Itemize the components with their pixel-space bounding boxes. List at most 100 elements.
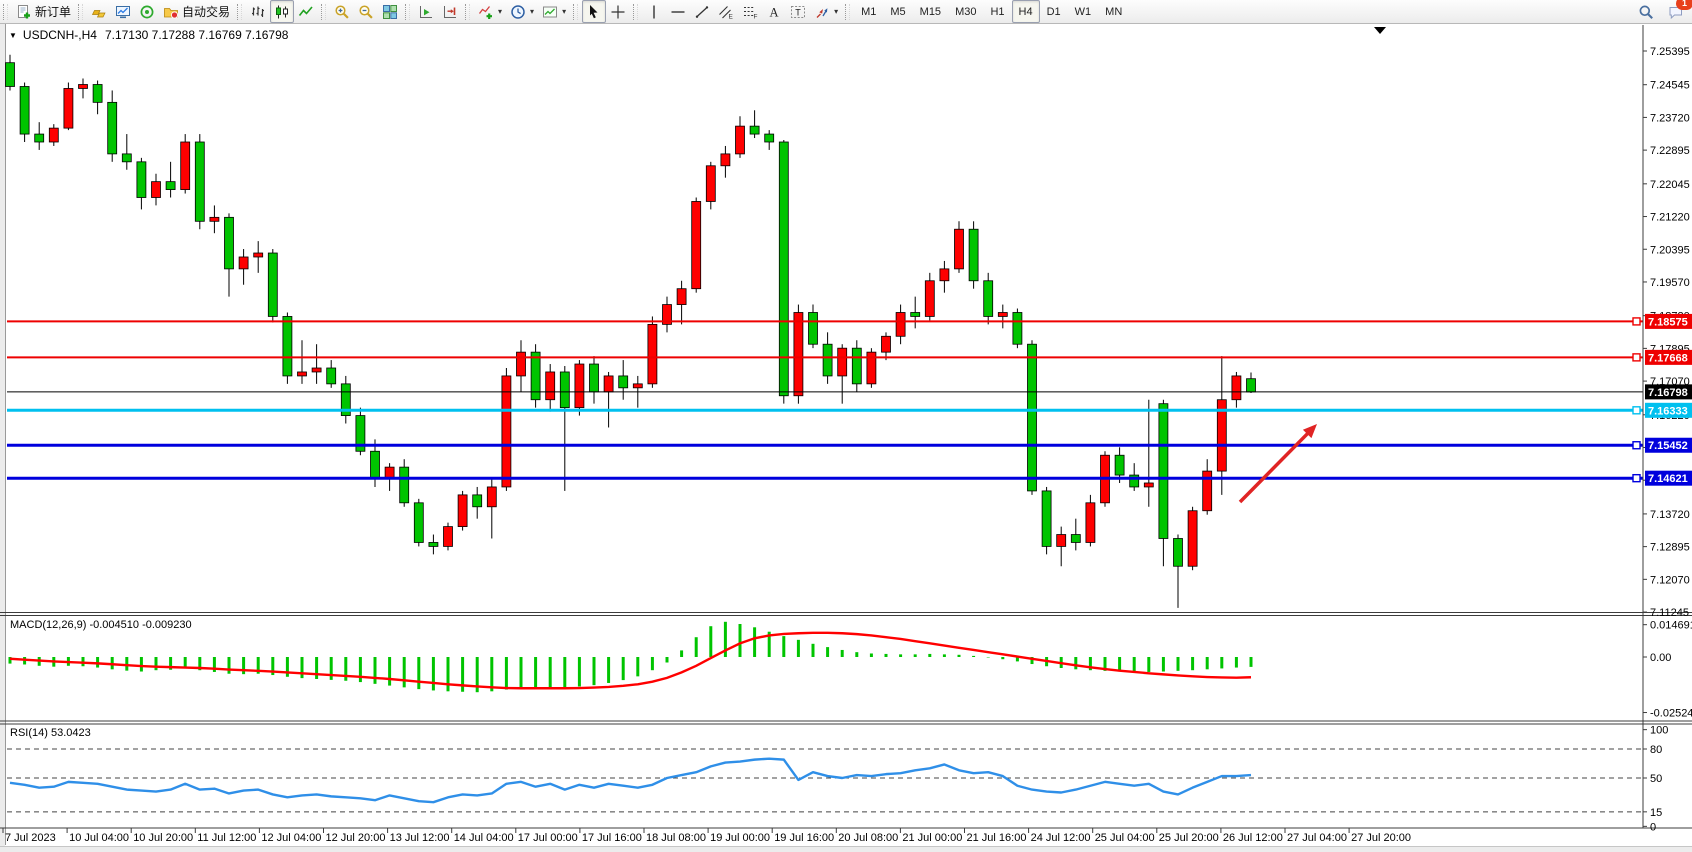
new-order-button[interactable]: 新订单	[12, 0, 75, 23]
line-mode-button[interactable]	[294, 0, 318, 23]
rsi-axis-label: 50	[1650, 773, 1662, 785]
candlestick	[413, 502, 424, 543]
label-tool-icon: T	[790, 4, 806, 20]
tf-m15-label: M15	[919, 5, 942, 18]
chart-shift-icon	[442, 4, 458, 20]
channel-tool-icon: E	[718, 4, 734, 20]
channel-tool-button[interactable]: E	[714, 0, 738, 23]
bottom-window-edge	[0, 846, 1692, 852]
candles-mode-button[interactable]	[270, 0, 295, 23]
tf-m30-button[interactable]: M30	[948, 0, 983, 23]
candlestick	[851, 347, 862, 385]
horizontal-line-tool-button[interactable]	[666, 0, 690, 23]
toolbar-right: 1	[1634, 0, 1692, 23]
tf-h1-button[interactable]: H1	[983, 0, 1011, 23]
trend-arrow-annotation[interactable]	[1238, 428, 1313, 504]
chart-canvas[interactable]: 7.25395 7.24545 7.23720 7.22895 7.22045 7.212…	[0, 24, 1692, 851]
macd-indicator-label: MACD(12,26,9) -0.004510 -0.009230	[10, 619, 192, 631]
indicators-menu-dropdown-icon[interactable]: ▾	[498, 7, 503, 16]
price-axis-label: 7.12895	[1650, 542, 1690, 554]
templates-menu-dropdown-icon[interactable]: ▾	[562, 7, 567, 16]
price-tag-7.16333	[1645, 402, 1692, 418]
crosshair-tool-button[interactable]	[606, 0, 630, 23]
templates-menu-button[interactable]: ▾	[538, 0, 570, 23]
price-line-handle[interactable]	[1632, 317, 1641, 326]
price-axis-label: 7.22895	[1650, 145, 1690, 157]
tf-m15-button[interactable]: M15	[913, 0, 948, 23]
toolbar-group-services: 自动交易	[87, 0, 234, 23]
symbol-menu-icon[interactable]: ▼	[9, 30, 17, 40]
tile-windows-button[interactable]	[378, 0, 402, 23]
price-axis-label: 7.24545	[1650, 80, 1690, 92]
candlestick	[92, 84, 103, 103]
chart-window[interactable]: 7.25395 7.24545 7.23720 7.22895 7.22045 7.212…	[0, 24, 1692, 852]
candlestick	[822, 343, 833, 377]
candlestick	[997, 312, 1008, 317]
tf-m5-button[interactable]: M5	[883, 0, 912, 23]
fibonacci-tool-button[interactable]: F	[738, 0, 762, 23]
trendline-tool-button[interactable]	[690, 0, 714, 23]
time-axis-label: 7 Jul 2023	[5, 832, 56, 844]
market-window-button[interactable]	[111, 0, 135, 23]
candlestick	[297, 371, 307, 377]
gold-service-button[interactable]	[87, 0, 111, 23]
vertical-line-tool-button[interactable]	[642, 0, 666, 23]
price-line-handle[interactable]	[1632, 353, 1641, 362]
candlestick	[34, 133, 45, 143]
candlestick	[1012, 312, 1023, 345]
toolbar-grip	[573, 3, 579, 20]
bars-mode-button[interactable]	[246, 0, 270, 23]
macd-axis-label: -0.02524	[1650, 708, 1692, 720]
rsi-indicator-label: RSI(14) 53.0423	[10, 727, 91, 739]
tf-h4-button[interactable]: H4	[1011, 0, 1040, 23]
zoom-in-button[interactable]	[330, 0, 354, 23]
price-line-handle[interactable]	[1632, 473, 1641, 483]
tf-d1-button[interactable]: D1	[1040, 0, 1068, 23]
candlestick	[136, 161, 147, 198]
rsi-axis-label: 80	[1650, 744, 1662, 756]
text-tool-button[interactable]: A	[762, 0, 786, 23]
price-axis-label: 7.21220	[1650, 212, 1690, 224]
tf-mn-button[interactable]: MN	[1098, 0, 1129, 23]
price-axis-label: 7.20395	[1650, 244, 1690, 256]
periods-menu-dropdown-icon[interactable]: ▾	[530, 7, 535, 16]
candlestick	[1070, 534, 1081, 543]
price-line-handle[interactable]	[1632, 406, 1641, 415]
candlestick	[866, 351, 877, 385]
tf-m30-label: M30	[955, 5, 977, 18]
candlestick	[399, 466, 410, 504]
time-axis-label: 14 Jul 04:00	[454, 832, 514, 844]
time-axis-label: 27 Jul 20:00	[1351, 832, 1411, 844]
svg-text:E: E	[729, 13, 734, 20]
notifications-button[interactable]: 1	[1664, 0, 1692, 23]
candlestick	[253, 252, 264, 258]
zoom-out-button[interactable]	[354, 0, 378, 23]
toolbar: 新订单 自动交易 ▾ ▾ ▾ E F A T ▾ M1 M5 M15 M30 H1 H4 D1 W1 MN 1	[0, 0, 1692, 24]
indicators-menu-button[interactable]: ▾	[474, 0, 506, 23]
time-axis-label: 27 Jul 04:00	[1287, 832, 1347, 844]
candlestick	[224, 216, 234, 270]
price-line-handle[interactable]	[1632, 441, 1641, 450]
time-axis-label: 20 Jul 08:00	[838, 832, 898, 844]
tf-w1-button[interactable]: W1	[1068, 0, 1099, 23]
arrows-tool-dropdown-icon[interactable]: ▾	[834, 7, 839, 16]
tf-m1-button[interactable]: M1	[854, 0, 883, 23]
tf-m5-label: M5	[890, 5, 906, 18]
toolbar-grip	[465, 3, 471, 20]
candlestick	[267, 252, 278, 317]
svg-text:A: A	[770, 5, 779, 19]
chart-shift-button[interactable]	[438, 0, 462, 23]
cursor-tool-button[interactable]	[582, 0, 607, 23]
signals-button[interactable]	[135, 0, 159, 23]
auto-scroll-button[interactable]	[414, 0, 438, 23]
label-tool-button[interactable]: T	[786, 0, 810, 23]
candlestick	[180, 141, 191, 190]
candlestick	[559, 371, 570, 409]
trend-arrow-head[interactable]	[1302, 424, 1317, 439]
arrows-tool-button[interactable]: ▾	[810, 0, 842, 23]
toolbar-grip	[3, 3, 8, 20]
autotrade-button[interactable]: 自动交易	[159, 0, 234, 23]
periods-menu-button[interactable]: ▾	[506, 0, 538, 23]
chart-shift-marker[interactable]	[1374, 27, 1386, 34]
search-button[interactable]	[1634, 0, 1658, 23]
